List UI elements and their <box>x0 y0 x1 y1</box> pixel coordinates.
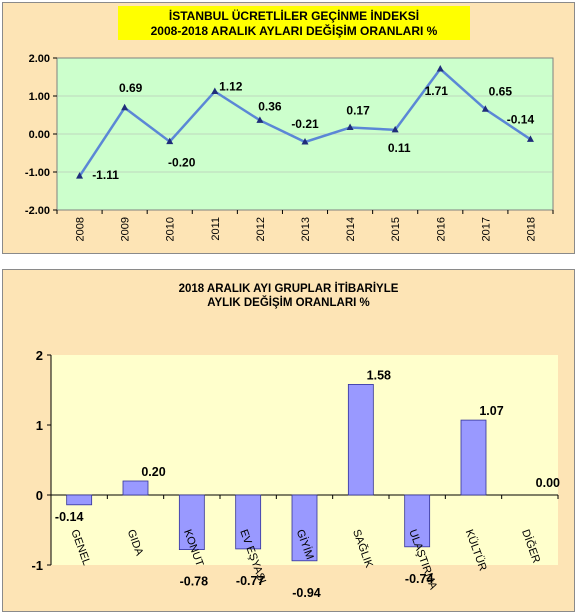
data-point <box>211 87 219 94</box>
data-label: -0.74 <box>405 572 434 586</box>
data-label: -0.20 <box>168 156 196 170</box>
data-label: 1.12 <box>219 79 243 93</box>
data-label: 0.00 <box>536 476 560 490</box>
bar <box>178 494 205 550</box>
bar-chart-title-line1: 2018 ARALIK AYI GRUPLAR İTİBARİYLE <box>178 283 399 295</box>
bar-chart-panel: 2018 ARALIK AYI GRUPLAR İTİBARİYLE AYLIK… <box>2 269 575 612</box>
data-label: -0.14 <box>55 510 84 524</box>
data-label: -1.11 <box>92 168 119 182</box>
data-label: -0.21 <box>291 117 319 131</box>
data-label: 1.71 <box>425 84 449 98</box>
x-tick-label: 2012 <box>255 217 267 241</box>
data-label: -0.78 <box>180 575 209 589</box>
data-label: 0.11 <box>388 141 411 155</box>
bar <box>122 480 149 496</box>
y-tick-label: 2.00 <box>29 53 50 65</box>
line-chart: 2.00 1.00 0.00 -1.00 -2.00 2008 2009 2010 2011 20… <box>25 53 554 241</box>
bar-chart-title-line2: AYLIK DEĞİŞİM ORANLARI % <box>207 297 370 309</box>
x-tick-label: 2017 <box>480 217 492 241</box>
bar <box>404 494 431 548</box>
x-tick-label: 2018 <box>525 217 537 241</box>
data-label: -0.14 <box>507 112 535 126</box>
y-tick-label: 1.00 <box>29 91 50 103</box>
bar-chart-title: 2018 ARALIK AYI GRUPLAR İTİBARİYLE AYLIK… <box>3 282 574 310</box>
x-tick-label: 2010 <box>165 217 177 241</box>
data-label: 1.58 <box>367 368 391 382</box>
x-tick-label: 2009 <box>120 217 132 241</box>
line-chart-title-line1: İSTANBUL ÜCRETLİLER GEÇİNME İNDEKSİ <box>168 9 420 23</box>
data-label: 0.36 <box>258 99 282 113</box>
y-tick-label: 0.00 <box>29 129 50 141</box>
bar <box>347 384 374 496</box>
line-chart-title-line2: 2008-2018 ARALIK AYLARI DEĞİŞİM ORANLARI… <box>150 24 438 38</box>
x-tick-label: 2016 <box>435 217 447 241</box>
data-label: -0.94 <box>292 586 321 600</box>
y-tick-label: 1 <box>36 418 43 433</box>
data-point <box>391 125 399 133</box>
bar <box>235 494 262 550</box>
bar-chart: 2 1 0 -1 -0.14 0.20 -0.78 -0.77 -0.94 1.58 -0.74 1.… <box>31 348 560 600</box>
data-label: -0.77 <box>236 574 265 588</box>
data-label: 0.20 <box>141 465 165 479</box>
data-point <box>481 105 489 112</box>
data-point <box>346 123 354 131</box>
data-point <box>436 65 444 72</box>
data-point <box>121 103 129 111</box>
data-point <box>256 116 264 123</box>
bar <box>291 494 318 562</box>
x-tick-label: 2015 <box>390 217 402 241</box>
x-tick-label: 2011 <box>210 217 222 241</box>
data-point <box>526 135 534 142</box>
bar <box>460 419 487 496</box>
y-tick-label: -2.00 <box>25 205 50 217</box>
data-point <box>301 137 309 145</box>
data-label: 0.65 <box>489 84 513 98</box>
data-point <box>76 172 84 179</box>
bar <box>66 494 93 506</box>
y-tick-label: 2 <box>36 348 43 363</box>
data-label: 0.17 <box>346 104 370 118</box>
x-tick-label: 2014 <box>345 217 357 241</box>
y-tick-label: -1.00 <box>25 167 50 179</box>
line-chart-title: İSTANBUL ÜCRETLİLER GEÇİNME İNDEKSİ 2008… <box>118 6 470 40</box>
line-chart-panel: İSTANBUL ÜCRETLİLER GEÇİNME İNDEKSİ 2008… <box>2 2 575 254</box>
data-label: 1.07 <box>479 404 503 418</box>
x-tick-label: 2013 <box>300 217 312 241</box>
data-label: 0.69 <box>119 81 143 95</box>
y-tick-label: 0 <box>36 488 43 503</box>
data-point <box>166 137 174 145</box>
y-tick-label: -1 <box>31 558 43 573</box>
x-tick-label: 2008 <box>75 217 87 241</box>
